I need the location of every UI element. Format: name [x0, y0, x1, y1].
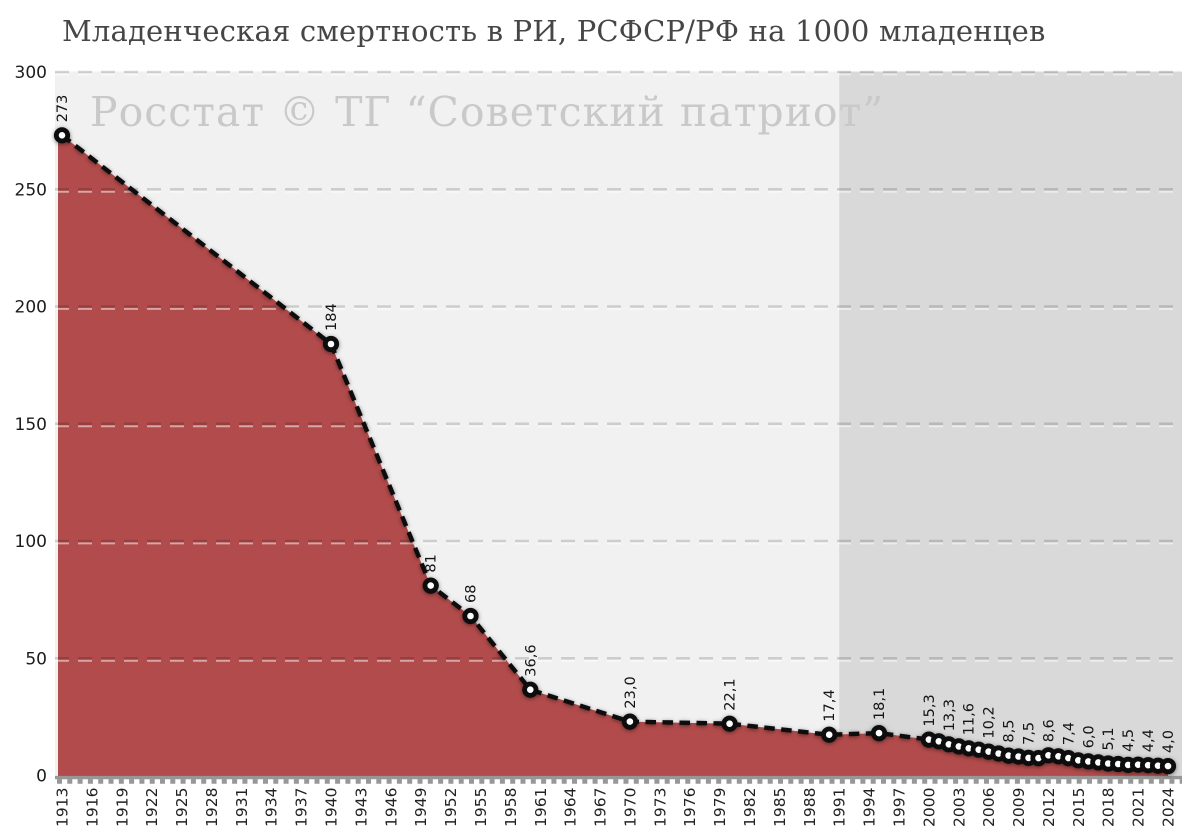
x-tick-label: 2012	[1040, 788, 1058, 827]
x-tick-label: 2003	[950, 788, 968, 827]
data-point-marker	[721, 715, 738, 732]
x-tick-label: 1967	[592, 788, 610, 827]
x-tick-label: 1949	[412, 788, 430, 827]
x-tick-label: 2021	[1130, 788, 1148, 827]
data-point-label: 7,5	[1022, 722, 1038, 745]
data-point-label: 184	[324, 303, 340, 331]
trend-group	[53, 127, 1177, 775]
x-tick-label: 2000	[920, 788, 938, 827]
x-tick-label: 1985	[771, 788, 789, 827]
data-point-label: 6,0	[1081, 725, 1097, 748]
x-tick-label: 1925	[173, 788, 191, 827]
data-point-label: 8,6	[1041, 719, 1057, 742]
y-tick-label: 250	[15, 180, 47, 200]
data-point-label: 10,2	[982, 706, 998, 738]
data-point-label: 22,1	[723, 678, 739, 710]
x-tick-label: 1934	[263, 788, 281, 827]
x-tick-label: 1994	[861, 788, 879, 827]
x-tick-label: 1928	[203, 788, 221, 827]
y-tick-label: 50	[25, 649, 47, 669]
data-point-label: 4,5	[1121, 729, 1137, 752]
data-point-label: 13,3	[942, 699, 958, 731]
y-tick-label: 300	[15, 63, 47, 83]
x-tick-label: 2015	[1070, 788, 1088, 827]
data-point-marker	[1159, 757, 1177, 775]
data-point-marker	[53, 127, 71, 144]
chart-title: Младенческая смертность в РИ, РСФСР/РФ н…	[62, 14, 1046, 48]
data-point-label: 273	[55, 95, 71, 123]
data-point-marker	[870, 724, 888, 742]
x-tick-label: 2009	[1010, 788, 1028, 827]
data-point-marker	[422, 577, 439, 594]
data-point-marker	[821, 726, 838, 743]
x-tick-label: 1913	[54, 788, 72, 827]
x-tick-label: 1922	[143, 788, 161, 827]
x-tick-label: 1916	[83, 788, 101, 827]
data-point-label: 4,0	[1161, 730, 1177, 753]
x-tick-label: 1982	[741, 788, 759, 827]
x-tick-label: 1970	[621, 788, 639, 827]
x-tick-label: 1976	[681, 788, 699, 827]
data-point-label: 17,4	[822, 689, 838, 721]
y-tick-label: 150	[15, 415, 47, 435]
data-point-label: 4,4	[1141, 729, 1157, 752]
y-tick-label: 200	[15, 298, 47, 318]
x-tick-label: 1931	[233, 788, 251, 827]
x-tick-label: 1946	[382, 788, 400, 827]
data-point-label: 7,4	[1061, 722, 1077, 745]
data-point-label: 81	[424, 554, 440, 572]
area-fill	[58, 135, 1168, 777]
x-tick-label: 1997	[891, 788, 909, 827]
data-point-label: 36,6	[523, 644, 539, 676]
x-tick-label: 1958	[502, 788, 520, 827]
x-tick-label: 1979	[711, 788, 729, 827]
x-tick-label: 1937	[293, 788, 311, 827]
x-tick-label: 1940	[323, 788, 341, 827]
x-tick-label: 1991	[831, 788, 849, 827]
x-tick-label: 2006	[980, 788, 998, 827]
data-point-label: 11,6	[962, 703, 978, 735]
data-point-label: 8,5	[1002, 720, 1018, 743]
x-tick-label: 2018	[1100, 788, 1118, 827]
x-tick-label: 1973	[651, 788, 669, 827]
data-point-label: 5,1	[1101, 727, 1117, 750]
era-background-post-soviet	[839, 71, 1182, 776]
x-tick-label: 1955	[472, 788, 490, 827]
data-point-marker	[522, 681, 539, 698]
x-tick-label: 1952	[442, 788, 460, 827]
data-point-marker	[322, 335, 340, 353]
y-tick-label: 0	[36, 767, 47, 787]
x-tick-label: 1943	[352, 788, 370, 827]
x-tick-label: 1961	[532, 788, 550, 827]
data-point-label: 68	[464, 585, 480, 603]
x-tick-label: 2024	[1160, 788, 1178, 827]
x-tick-label: 1964	[562, 788, 580, 827]
data-point-label: 23,0	[623, 676, 639, 708]
data-point-label: 15,3	[922, 694, 938, 726]
data-point-marker	[621, 713, 639, 730]
data-point-label: 18,1	[872, 688, 888, 720]
y-tick-label: 100	[15, 532, 47, 552]
x-tick-label: 1988	[801, 788, 819, 827]
x-tick-label: 1919	[113, 788, 131, 827]
watermark-text: Росстат © ТГ “Советский патриот”	[90, 88, 884, 136]
data-point-marker	[462, 607, 479, 625]
